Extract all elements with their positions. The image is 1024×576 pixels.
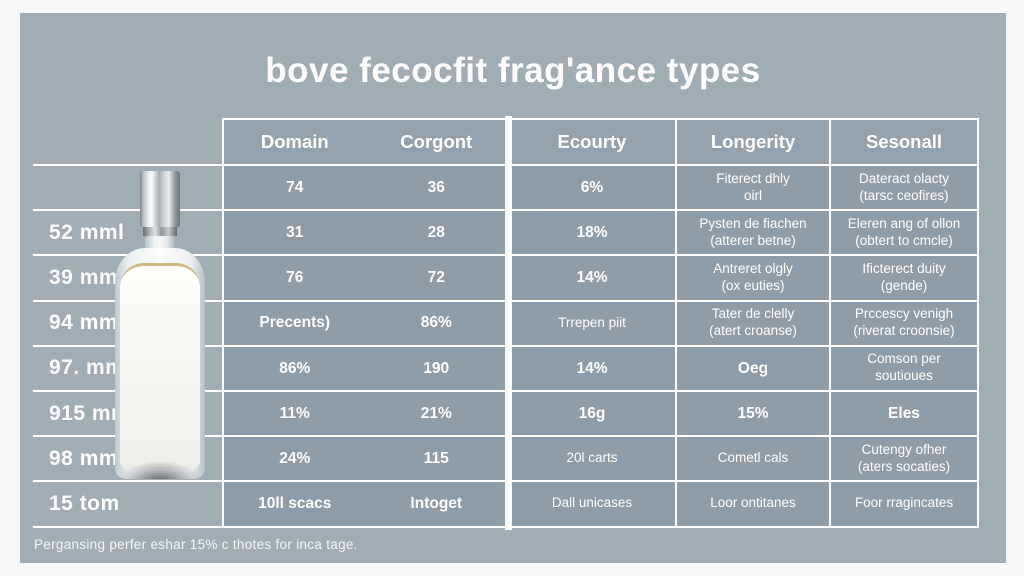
fragrance-comparison-table: Domain Corgont Ecourty Longerity Sesonal…	[222, 118, 979, 528]
bottle-liquid	[120, 263, 200, 469]
table-value: 28	[427, 224, 445, 242]
column-header: Sesonall	[831, 120, 977, 164]
table-row-cell: 86% 190	[224, 346, 507, 390]
table-row-cell: Cometl cals	[677, 437, 829, 481]
table-row-cell: Dateract olacty (tarsc ceofires)	[831, 166, 977, 210]
page-title: bove fecocfit frag'ance types	[265, 51, 761, 90]
table-row-cell: Ificterect duity (gende)	[831, 256, 977, 300]
table-row-cell: 31 28	[224, 211, 507, 255]
column-group-divider	[505, 116, 512, 530]
table-row-cell: 14%	[509, 256, 675, 300]
bottle-cap-icon	[140, 171, 180, 227]
table-row-cell: Foor rragincates	[831, 482, 977, 526]
table-row-cell: 18%	[509, 211, 675, 255]
table-row-cell: 10ll scacs Intoget	[224, 482, 507, 526]
table-row-cell: Trrepen piit	[509, 301, 675, 345]
table-row-cell: Antreret olgly (ox euties)	[677, 256, 829, 300]
column-header: Corgont	[400, 131, 473, 153]
table-row-cell: Pysten de fiachen (atterer betne)	[677, 211, 829, 255]
table-row-cell: Eleren ang of ollon (obtert to cmcle)	[831, 211, 977, 255]
table-value: 86%	[420, 314, 452, 332]
table-value: 86%	[279, 359, 311, 377]
perfume-bottle	[115, 171, 205, 483]
infographic-panel: bove fecocfit frag'ance types 52 mml 39 …	[20, 13, 1006, 563]
table-value: 24%	[279, 450, 311, 468]
table-row-cell: Eles	[831, 391, 977, 436]
bottle-base	[119, 461, 201, 479]
table-row-cell: 16g	[509, 391, 675, 436]
table-row-cell: 74 36	[224, 166, 507, 210]
table-value: 21%	[420, 404, 452, 422]
header-domain-corgont: Domain Corgont	[224, 120, 507, 164]
column-header: Domain	[260, 131, 329, 153]
column-header: Longerity	[677, 120, 829, 164]
table-value: Intoget	[410, 495, 463, 513]
table-row-cell: 76 72	[224, 256, 507, 300]
table-value: 72	[427, 269, 445, 287]
table-row-cell: 11% 21%	[224, 391, 507, 436]
table-row-cell: 6%	[509, 166, 675, 210]
table-row-cell: Cutengy ofher (aters socaties)	[831, 437, 977, 481]
table-value: 11%	[279, 404, 310, 422]
table-row-cell: Oeg	[677, 346, 829, 390]
row-label	[33, 164, 222, 209]
table-value: 10ll scacs	[258, 495, 332, 513]
table-row-cell: 24% 115	[224, 437, 507, 481]
footer-note: Pergansing perfer eshar 15% c thotes for…	[34, 537, 358, 552]
table-value: 31	[286, 224, 304, 242]
table-row-cell: 14%	[509, 346, 675, 390]
table-row-cell: 20l carts	[509, 437, 675, 481]
table-value: 115	[423, 450, 449, 468]
bottle-body	[115, 248, 205, 479]
bottle-collar	[143, 227, 177, 236]
column-header: Ecourty	[509, 120, 675, 164]
table-row-cell: Fiterect dhly oirl	[677, 166, 829, 210]
table-row-cell: Precents) 86%	[224, 301, 507, 345]
table-value: 190	[423, 359, 450, 377]
table-row-cell: Comson per soutioues	[831, 346, 977, 390]
table-value: 74	[286, 178, 304, 196]
table-row-cell: Loor ontitanes	[677, 482, 829, 526]
bottle-neck	[145, 236, 175, 250]
table-row-cell: Prccescy venigh (riverat croonsie)	[831, 301, 977, 345]
table-row-cell: 15%	[677, 391, 829, 436]
row-label: 52 mml	[33, 209, 222, 254]
table-row-cell: Dall unicases	[509, 482, 675, 526]
row-label: 15 tom	[33, 480, 222, 528]
table-value: Precents)	[259, 314, 331, 332]
table-value: 36	[427, 178, 445, 196]
table-row-cell: Tater de clelly (atert croanse)	[677, 301, 829, 345]
table-value: 76	[286, 269, 304, 287]
